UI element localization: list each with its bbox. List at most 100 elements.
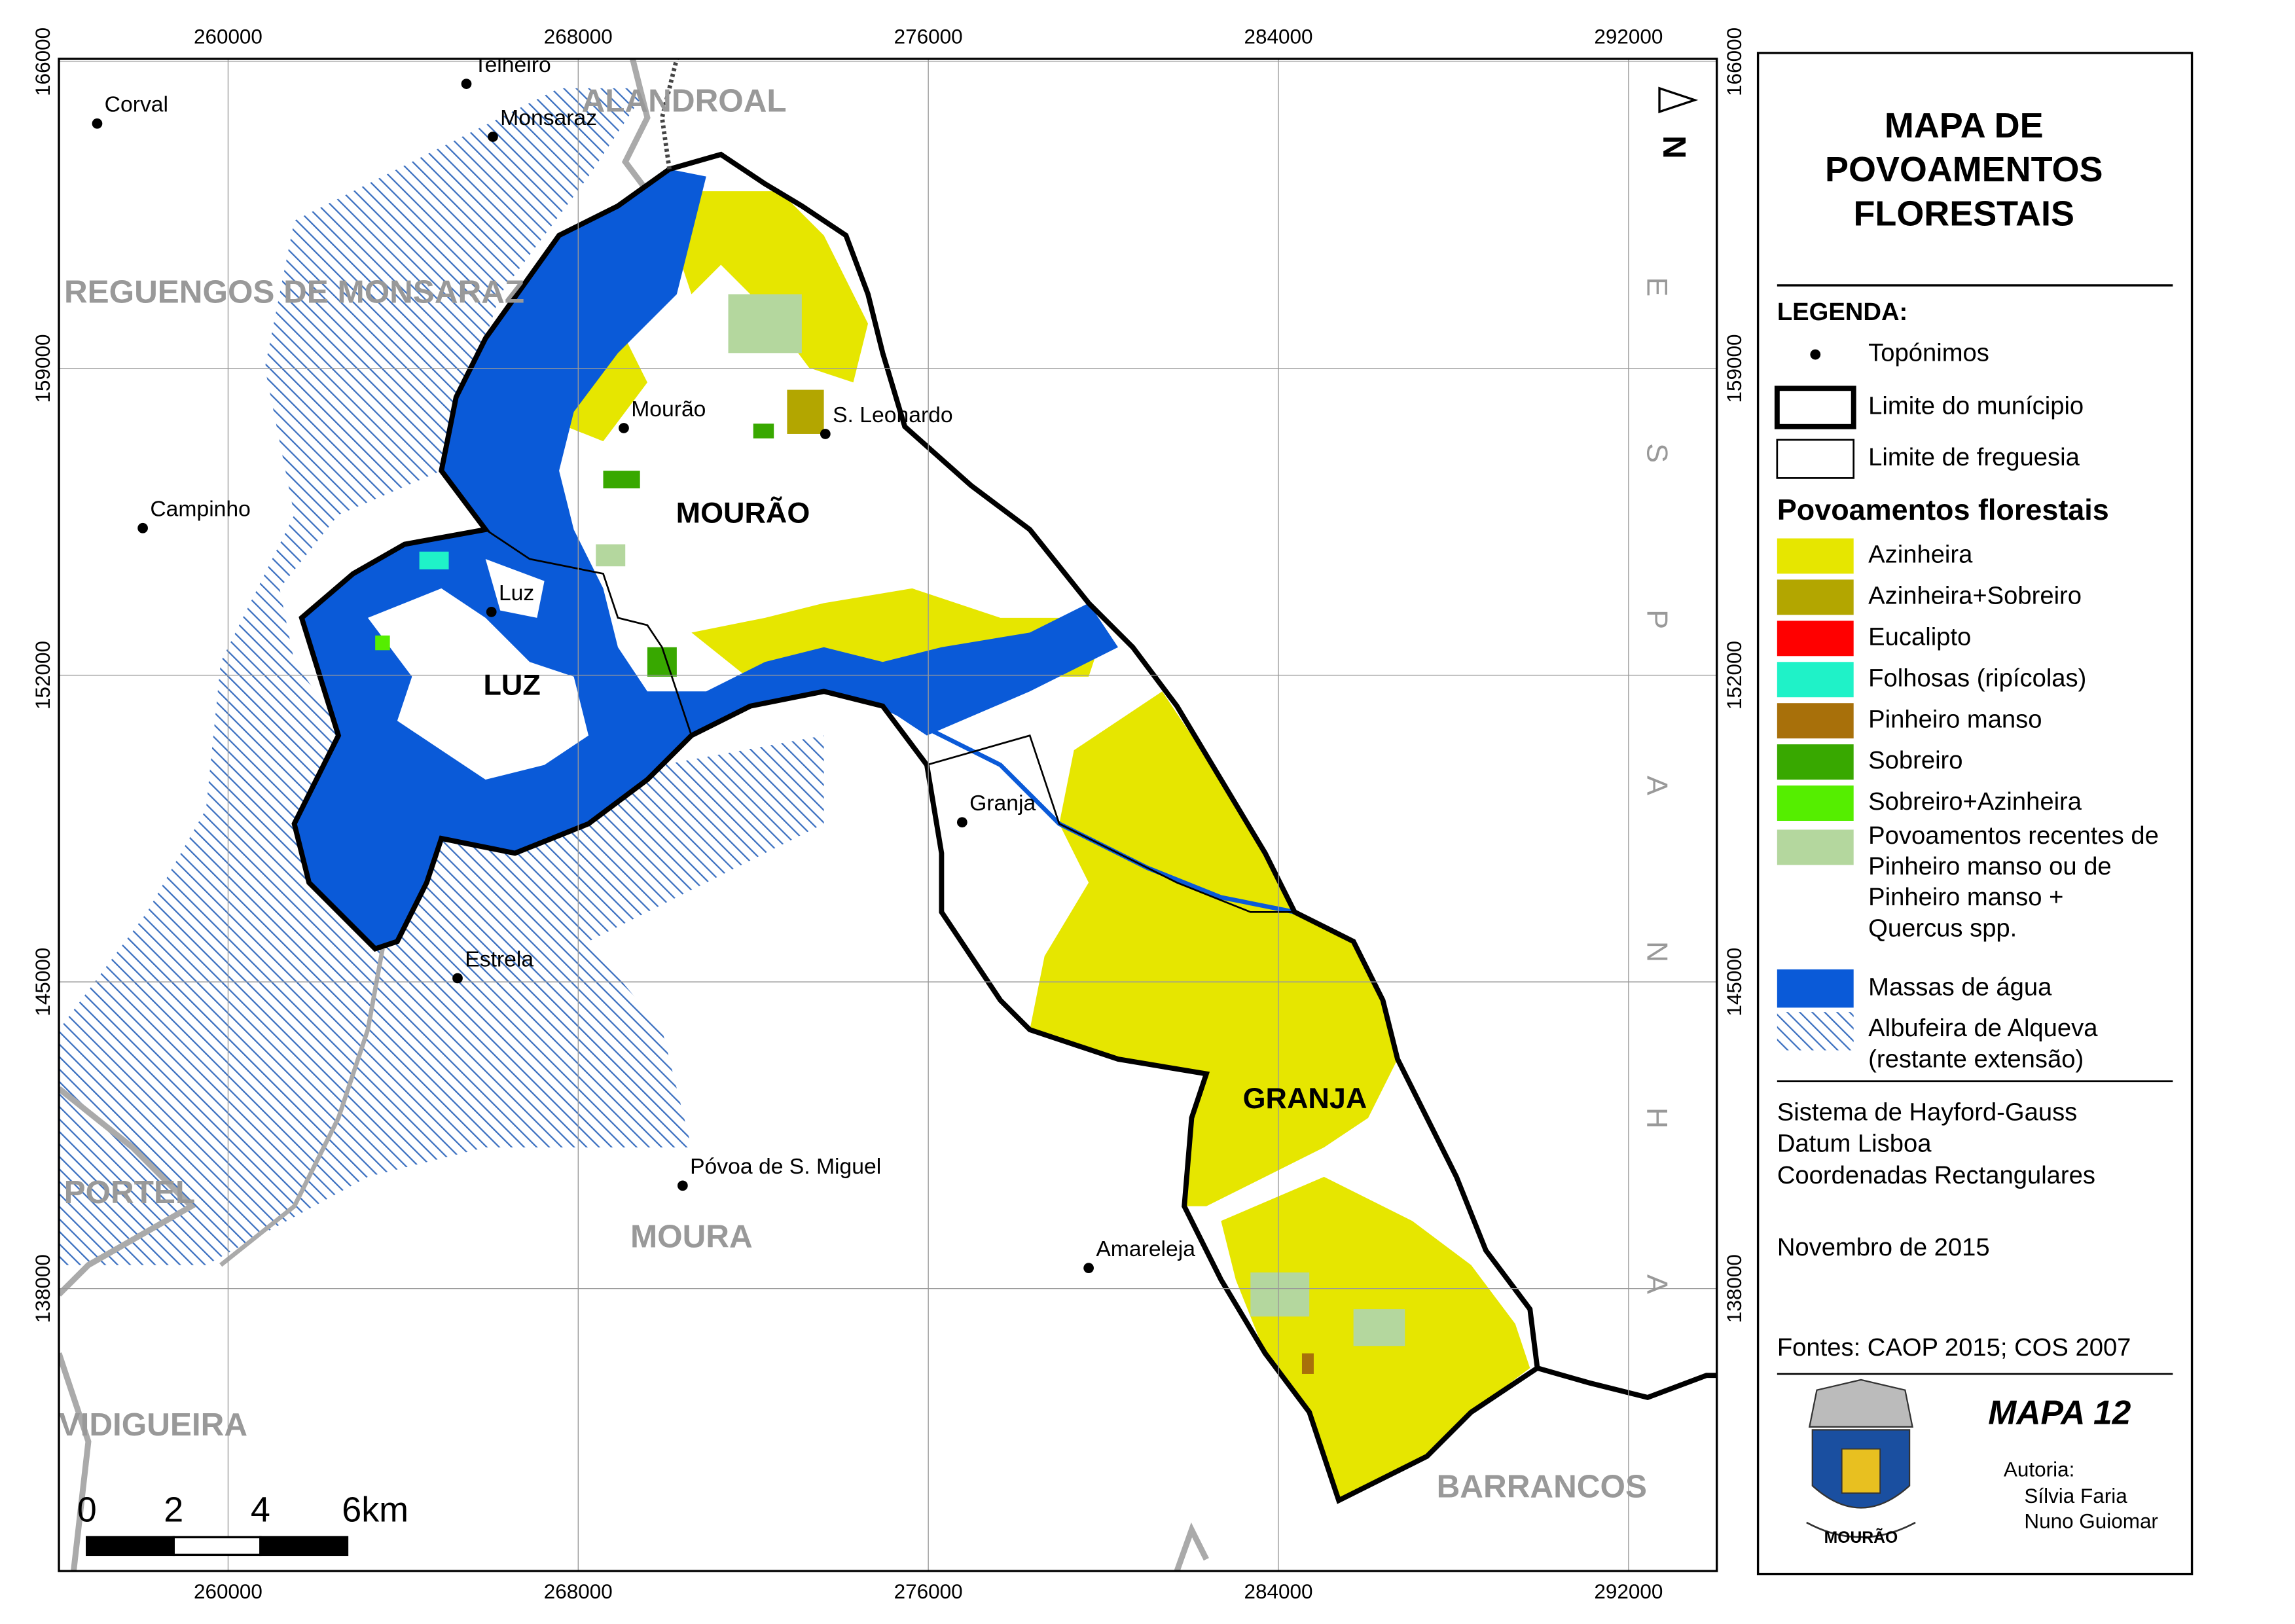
municipality-label: VIDIGUEIRA — [59, 1407, 247, 1443]
legend-label: Azinheira+Sobreiro — [1868, 581, 2082, 609]
x-coordinate: 292000 — [1594, 1580, 1663, 1603]
country-letter: H — [1640, 1108, 1674, 1128]
projection-note: Coordenadas Rectangulares — [1777, 1161, 2095, 1189]
map-title: POVOAMENTOS — [1825, 150, 2103, 189]
scale-segment — [86, 1536, 175, 1557]
legend-label: Folhosas (ripícolas) — [1868, 664, 2086, 692]
legend-label: Azinheira — [1868, 541, 1973, 569]
scale-segment — [172, 1536, 262, 1557]
legend-label: (restante extensão) — [1868, 1045, 2084, 1073]
legend: MAPA DE POVOAMENTOS FLORESTAIS LEGENDA: Topó… — [1774, 106, 2173, 1547]
place-dot — [677, 1180, 688, 1191]
azinheira-patch — [1030, 691, 1398, 1206]
map-frame — [58, 58, 1718, 1572]
place-dot — [486, 607, 497, 617]
x-coordinate: 284000 — [1244, 1580, 1313, 1603]
legend-label: Eucalipto — [1868, 623, 1971, 651]
forest-patch — [787, 389, 824, 434]
legend-label: Pinheiro manso — [1868, 705, 2042, 733]
y-coordinate: 152000 — [1723, 641, 1746, 710]
forest-patch — [596, 544, 626, 567]
crest-label: MOURÃO — [1824, 1528, 1898, 1547]
sources-note: Fontes: CAOP 2015; COS 2007 — [1777, 1333, 2131, 1362]
forest-patch — [1301, 1353, 1314, 1374]
x-coordinate: 260000 — [194, 1580, 262, 1603]
north-label: N — [1657, 135, 1693, 159]
forest-patch — [1353, 1309, 1405, 1346]
legend-label: Sobreiro — [1868, 746, 1962, 774]
country-letter: A — [1640, 776, 1674, 795]
place-label: Estrela — [465, 947, 533, 971]
y-coordinate: 152000 — [31, 641, 54, 710]
place-label: Amareleja — [1096, 1236, 1195, 1261]
x-coordinate: 268000 — [544, 26, 613, 48]
place-label: Póvoa de S. Miguel — [690, 1154, 881, 1179]
parish-symbol — [1776, 439, 1855, 479]
place-dot — [92, 118, 103, 129]
parish-label: LUZ — [483, 668, 540, 701]
parish-boundary — [484, 528, 693, 736]
reservoir-area — [59, 88, 824, 1265]
legend-label: Povoamentos recentes de — [1868, 821, 2159, 850]
scale-label: 6km — [342, 1490, 408, 1529]
legend-swatch — [1777, 538, 1854, 574]
place-dot — [956, 817, 967, 828]
legend-label: Topónimos — [1868, 339, 1989, 367]
legend-swatch — [1777, 579, 1854, 615]
coordinates: 260000 260000 268000 268000 276000 276000 2840… — [31, 26, 1746, 1603]
scale-segment — [259, 1536, 349, 1557]
country-letter: N — [1640, 941, 1674, 962]
map-title: FLORESTAIS — [1853, 194, 2074, 234]
place-dot — [461, 79, 472, 89]
municipality-label: ALANDROAL — [582, 82, 787, 118]
place-label: Monsaraz — [500, 105, 597, 130]
country-letter: A — [1640, 1274, 1674, 1294]
legend-heading: LEGENDA: — [1777, 298, 1907, 326]
legend-label: Massas de água — [1868, 973, 2052, 1001]
forest-patch — [753, 424, 774, 439]
municipality-symbol — [1774, 386, 1856, 429]
north-arrow — [1658, 86, 1699, 114]
y-coordinate: 166000 — [31, 27, 54, 96]
y-coordinate: 138000 — [1723, 1254, 1746, 1323]
place-dot — [619, 423, 629, 433]
y-coordinate: 138000 — [31, 1254, 54, 1323]
municipality-boundary — [291, 151, 1540, 1504]
x-coordinate: 292000 — [1594, 26, 1663, 48]
projection-note: Sistema de Hayford-Gauss — [1777, 1098, 2077, 1126]
author-name: Sílvia Faria — [2024, 1485, 2127, 1507]
forest-patch — [1250, 1272, 1310, 1317]
place-label: Campinho — [150, 497, 251, 522]
map: ALANDROAL REGUENGOS DE MONSARAZ PORTEL VIDI… — [59, 58, 1717, 1572]
legend-label: Sobreiro+Azinheira — [1868, 787, 2082, 816]
municipality-label: REGUENGOS DE MONSARAZ — [64, 274, 524, 310]
legend-label: Albufeira de Alqueva — [1868, 1014, 2098, 1042]
forest-patch — [603, 471, 640, 489]
legend-label: Limite de freguesia — [1868, 443, 2080, 471]
river — [1174, 1522, 1209, 1572]
border — [1536, 1365, 1717, 1401]
municipality-label: MOURA — [630, 1218, 753, 1254]
map-title: MAPA DE — [1885, 106, 2044, 145]
legend-label: Pinheiro manso ou de — [1868, 852, 2112, 880]
x-coordinate: 260000 — [194, 26, 262, 48]
place-label: Mourão — [631, 397, 706, 422]
country-letter: E — [1640, 277, 1674, 297]
legend-label: Pinheiro manso + — [1868, 883, 2063, 911]
river — [59, 1352, 92, 1572]
place-dot — [488, 132, 498, 142]
y-coordinate: 145000 — [31, 948, 54, 1017]
place-dot — [820, 429, 831, 439]
parish-label: MOURÃO — [676, 496, 810, 529]
y-coordinate: 145000 — [1723, 948, 1746, 1017]
forest-patch — [375, 635, 390, 651]
place-label: Luz — [499, 581, 534, 605]
y-coordinate: 159000 — [31, 334, 54, 403]
legend-label: Limite do munícipio — [1868, 392, 2084, 420]
river — [621, 58, 651, 193]
place-dot — [1083, 1263, 1094, 1274]
date-note: Novembro de 2015 — [1777, 1233, 1990, 1261]
x-coordinate: 276000 — [894, 26, 963, 48]
